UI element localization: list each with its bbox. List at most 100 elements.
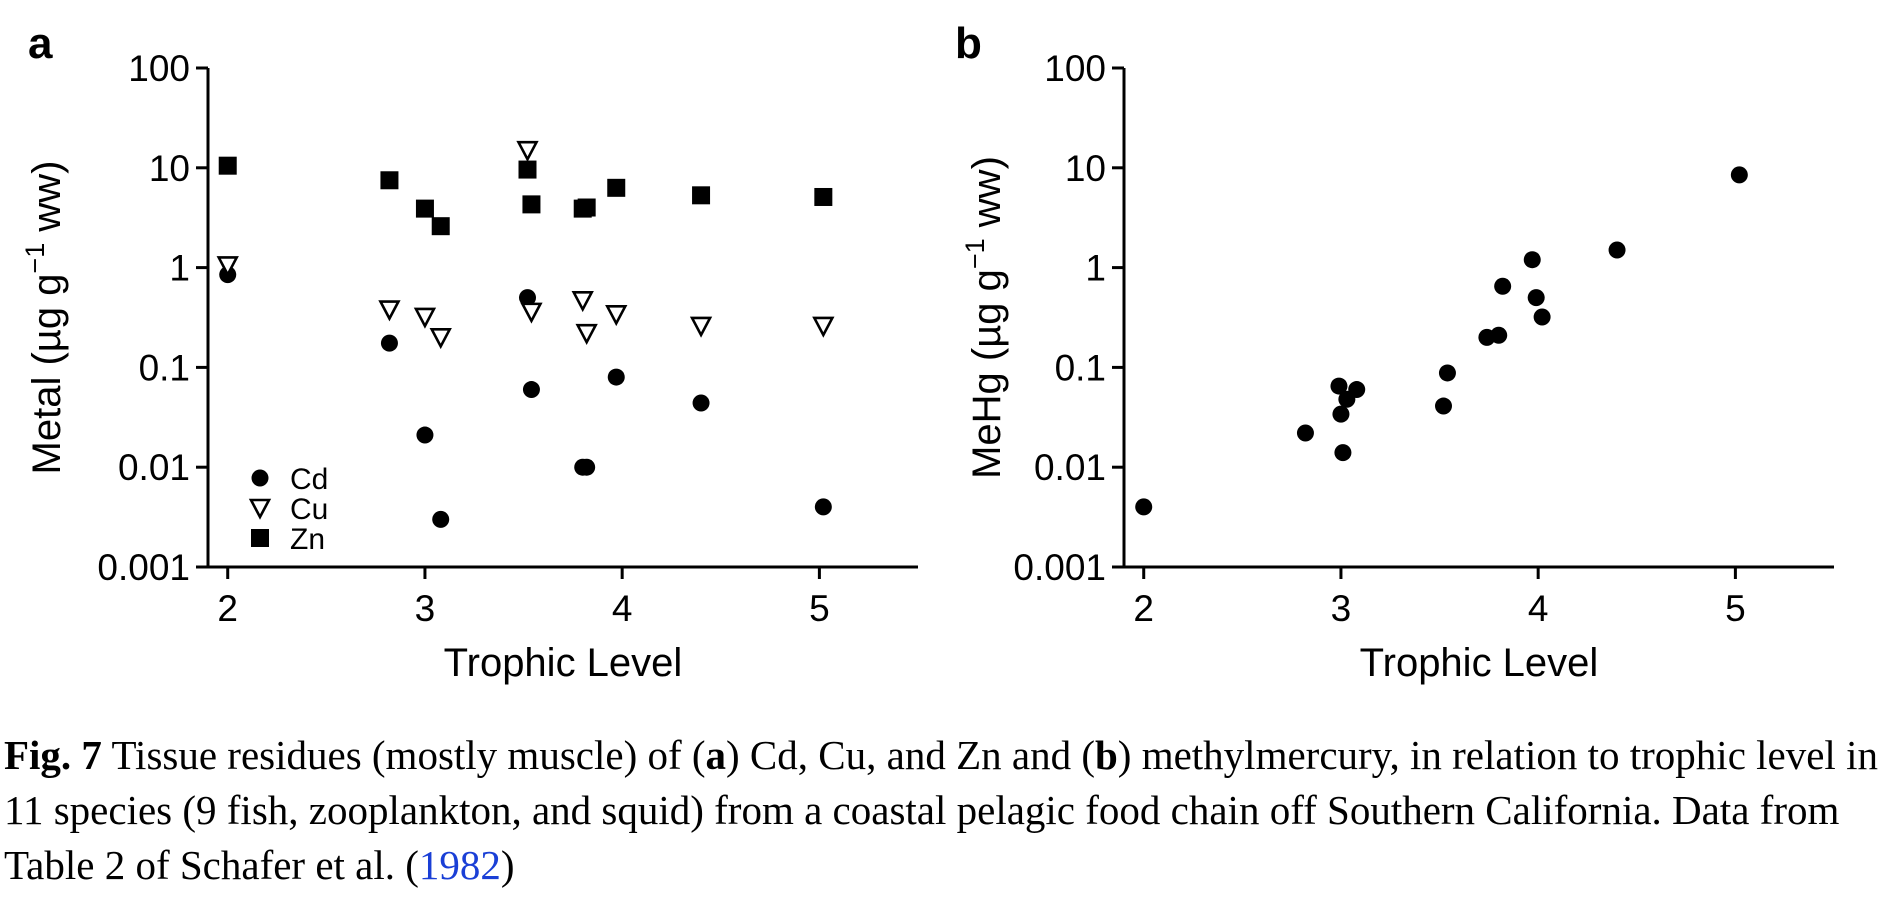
data-point-cu — [516, 140, 539, 163]
x-tick-label: 4 — [612, 588, 633, 629]
x-tick-label: 5 — [809, 588, 830, 629]
x-tick-label: 3 — [415, 588, 436, 629]
data-point-zn — [692, 186, 711, 205]
series-zn — [218, 156, 833, 236]
y-tick-label: 100 — [128, 48, 190, 89]
data-point-cu — [812, 316, 835, 338]
data-point-cu — [520, 302, 543, 324]
data-point-cu — [575, 323, 598, 346]
y-tick-label: 0.001 — [97, 547, 190, 588]
caption-text-1: Tissue residues (mostly muscle) of ( — [101, 732, 706, 778]
x-axis-label: Trophic Level — [444, 641, 683, 685]
data-point-cd — [519, 289, 536, 307]
y-tick-label: 0.01 — [1034, 447, 1106, 488]
data-point-zn — [431, 217, 450, 236]
data-point-mehg — [1435, 397, 1452, 415]
data-point-cd — [814, 498, 832, 516]
panel-b: b 0.001 0.01 0.1 1 10 100 2 3 4 5 Trophic Level MeHg… — [955, 19, 1834, 685]
data-point-zn — [814, 187, 833, 206]
y-axis-label-superscript: −1 — [20, 243, 50, 274]
y-axis-label: MeHg (µg g−1 ww) — [960, 156, 1009, 479]
data-point-mehg — [1608, 241, 1626, 259]
y-axis-label-end: ww) — [965, 156, 1009, 238]
panel-letter: b — [955, 19, 982, 68]
series-cu — [216, 140, 835, 350]
data-point-zn — [522, 195, 541, 214]
y-axis-label-main: MeHg (µg g — [965, 269, 1009, 479]
caption-fig-label: Fig. 7 — [4, 732, 102, 778]
figure-canvas: a 0.001 0.01 0.1 1 10 100 2 3 4 5 Trophic Level Meta… — [20, 19, 1834, 685]
data-point-zn — [380, 171, 399, 190]
y-tick-label: 10 — [1065, 148, 1106, 189]
x-tick-label: 5 — [1725, 588, 1746, 629]
y-tick-label: 0.01 — [118, 447, 190, 488]
data-point-zn — [577, 198, 596, 217]
x-axis-label: Trophic Level — [1360, 641, 1599, 685]
data-point-mehg — [1438, 364, 1456, 382]
legend-label-cu: Cu — [290, 493, 328, 526]
data-point-cu — [605, 305, 628, 327]
legend-marker-cu — [248, 498, 272, 520]
data-point-mehg — [1533, 308, 1551, 326]
data-point-mehg — [1296, 424, 1314, 442]
x-tick-label: 2 — [1133, 588, 1154, 629]
caption-text-4: ) — [500, 842, 515, 888]
legend-label-zn: Zn — [290, 523, 325, 556]
data-point-cd — [607, 368, 625, 386]
series-mehg — [1135, 166, 1748, 516]
data-point-zn — [218, 156, 237, 175]
y-axis-label-superscript: −1 — [960, 238, 990, 269]
data-point-zn — [415, 199, 434, 218]
data-point-zn — [607, 178, 626, 197]
data-point-zn — [518, 160, 537, 179]
caption-panel-a-ref: a — [705, 732, 727, 778]
figure-caption: Fig. 7 Tissue residues (mostly muscle) o… — [4, 728, 1884, 893]
data-point-mehg — [1332, 405, 1350, 423]
data-point-cd — [432, 510, 450, 528]
panel-a: a 0.001 0.01 0.1 1 10 100 2 3 4 5 Trophic Level Meta… — [20, 19, 918, 685]
data-point-mehg — [1348, 381, 1366, 399]
data-point-cu — [413, 307, 437, 329]
y-tick-label: 10 — [149, 148, 190, 189]
series-cd — [219, 266, 832, 528]
data-point-cd — [692, 394, 710, 412]
data-point-mehg — [1730, 166, 1748, 184]
legend-label-cd: Cd — [290, 463, 328, 496]
y-axis-label-main: Metal (µg g — [25, 274, 69, 475]
caption-text-2: ) Cd, Cu, and Zn and ( — [726, 732, 1095, 778]
legend-marker-cd — [251, 469, 269, 487]
y-tick-label: 100 — [1044, 48, 1106, 89]
y-axis-label-end: ww) — [25, 161, 69, 243]
data-point-mehg — [1523, 251, 1541, 269]
data-point-cu — [689, 316, 713, 338]
y-tick-label: 0.1 — [139, 347, 190, 388]
data-point-cu — [216, 256, 239, 278]
data-point-cu — [429, 328, 452, 350]
data-point-mehg — [1490, 326, 1508, 344]
data-point-cd — [522, 381, 540, 399]
y-tick-label: 1 — [1085, 248, 1106, 289]
legend-marker-zn — [251, 529, 269, 547]
y-tick-label: 1 — [169, 248, 190, 289]
data-point-mehg — [1334, 444, 1352, 462]
data-point-cd — [416, 426, 434, 444]
data-point-mehg — [1494, 277, 1512, 295]
data-point-cu — [378, 300, 401, 322]
x-tick-label: 3 — [1331, 588, 1352, 629]
data-point-mehg — [1330, 377, 1348, 395]
x-tick-label: 4 — [1528, 588, 1549, 629]
caption-panel-b-ref: b — [1094, 732, 1118, 778]
x-tick-label: 2 — [217, 588, 238, 629]
y-tick-label: 0.001 — [1013, 547, 1106, 588]
y-axis-label: Metal (µg g−1 ww) — [20, 161, 69, 475]
data-point-mehg — [1527, 289, 1545, 307]
data-point-cd — [380, 334, 398, 352]
data-point-cd — [578, 458, 596, 476]
citation-link[interactable]: 1982 — [418, 842, 501, 888]
panel-letter: a — [28, 19, 53, 68]
caption-text-3: ) methylmercury, in relation to trophic … — [4, 732, 1878, 888]
data-point-cu — [571, 291, 594, 313]
data-point-mehg — [1135, 498, 1153, 516]
y-tick-label: 0.1 — [1055, 347, 1106, 388]
